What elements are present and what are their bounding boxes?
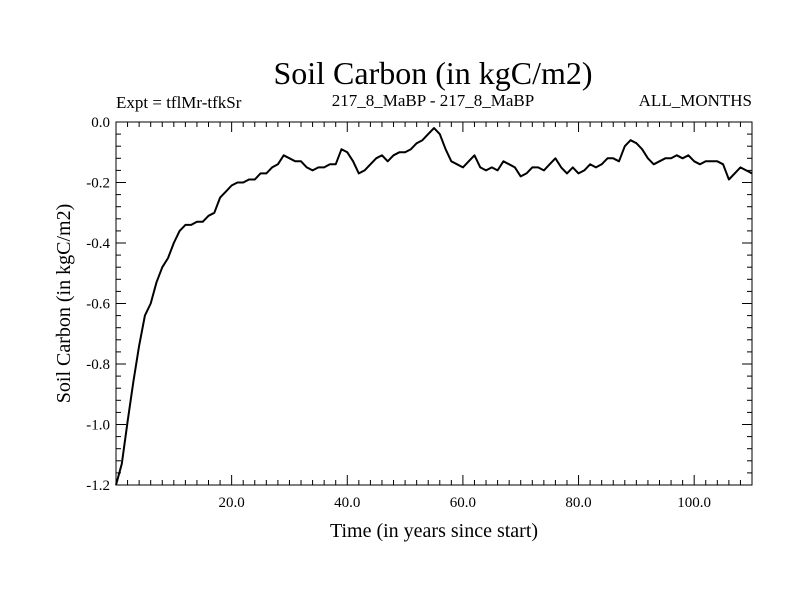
x-tick-label: 60.0 (450, 495, 476, 511)
y-tick-label: -0.4 (86, 236, 110, 252)
subtitle-experiment: Expt = tflMr-tfkSr (116, 93, 242, 112)
y-tick-label: -1.2 (86, 478, 110, 494)
y-tick-label: 0.0 (91, 115, 110, 131)
chart-title: Soil Carbon (in kgC/m2) (273, 55, 592, 91)
x-tick-label: 40.0 (334, 495, 360, 511)
series-line-soil-carbon (115, 127, 753, 486)
plot-frame (115, 121, 753, 486)
x-tick-label: 100.0 (677, 495, 711, 511)
x-tick-label: 80.0 (565, 495, 591, 511)
y-tick-label: -0.2 (86, 176, 110, 192)
tick-labels: 20.0 40.0 60.0 80.0 100.0 0.0 -0.2 -0.4 -0.6 -0.8… (86, 115, 711, 511)
y-tick-label: -0.8 (86, 357, 110, 373)
y-tick-label: -1.0 (86, 418, 110, 434)
x-axis-label: Time (in years since start) (330, 520, 538, 542)
subtitle-months: ALL_MONTHS (639, 91, 752, 110)
axis-ticks (115, 121, 753, 486)
x-tick-label: 20.0 (219, 495, 245, 511)
y-tick-label: -0.6 (86, 297, 110, 313)
y-axis-label: Soil Carbon (in kgC/m2) (53, 204, 75, 403)
subtitle-period: 217_8_MaBP - 217_8_MaBP (332, 91, 534, 110)
